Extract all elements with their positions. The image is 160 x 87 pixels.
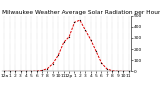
Text: Milwaukee Weather Average Solar Radiation per Hour W/m2 (Last 24 Hours): Milwaukee Weather Average Solar Radiatio… [2, 10, 160, 15]
